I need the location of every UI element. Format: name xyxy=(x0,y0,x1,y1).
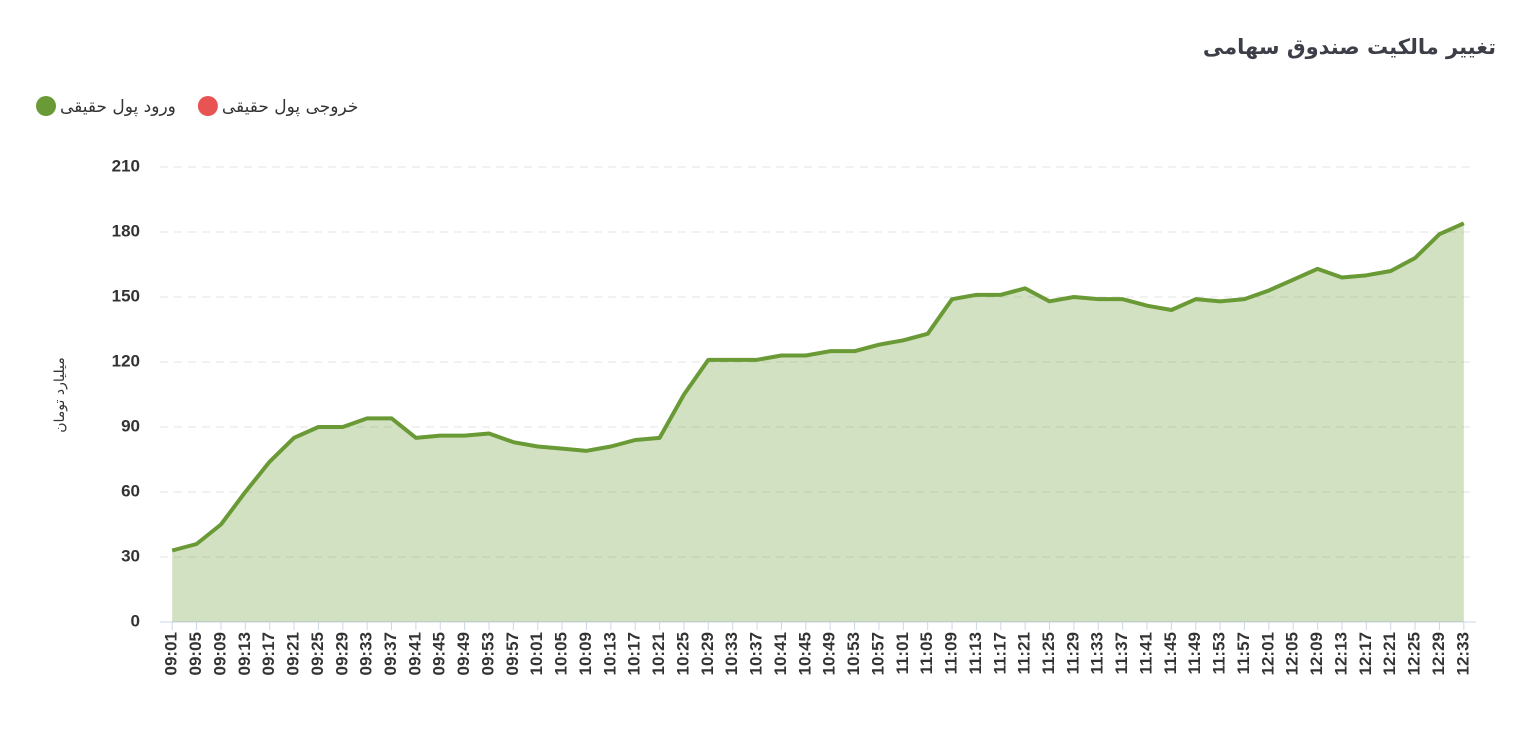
x-tick-label: 11:13 xyxy=(966,632,985,675)
x-tick-label: 09:45 xyxy=(430,632,449,675)
y-tick-label: 0 xyxy=(131,611,140,630)
x-tick-label: 11:17 xyxy=(990,632,1009,675)
y-tick-label: 180 xyxy=(112,221,140,240)
legend-marker xyxy=(36,96,56,116)
x-tick-label: 11:53 xyxy=(1210,632,1229,675)
x-tick-label: 09:49 xyxy=(454,632,473,675)
x-tick-label: 10:57 xyxy=(868,632,887,675)
x-tick-label: 09:33 xyxy=(357,632,376,675)
x-tick-label: 09:13 xyxy=(235,632,254,675)
x-tick-label: 12:25 xyxy=(1405,632,1424,675)
x-tick-label: 11:01 xyxy=(893,632,912,675)
area-fill xyxy=(172,223,1464,623)
x-tick-label: 10:41 xyxy=(771,632,790,675)
y-tick-label: 210 xyxy=(112,156,140,175)
x-tick-label: 11:21 xyxy=(1015,632,1034,675)
x-tick-label: 12:17 xyxy=(1356,632,1375,675)
x-tick-label: 12:09 xyxy=(1307,632,1326,675)
x-tick-label: 12:29 xyxy=(1429,632,1448,675)
x-tick-label: 10:37 xyxy=(747,632,766,675)
x-tick-label: 10:09 xyxy=(576,632,595,675)
x-tick-label: 11:41 xyxy=(1136,632,1155,675)
x-tick-label: 12:21 xyxy=(1380,632,1399,675)
x-tick-label: 10:29 xyxy=(698,632,717,675)
x-tick-label: 09:05 xyxy=(186,632,205,675)
x-tick-label: 11:05 xyxy=(917,632,936,675)
legend-marker xyxy=(197,96,218,116)
y-tick-label: 60 xyxy=(121,481,140,500)
x-tick-label: 09:25 xyxy=(308,632,327,675)
x-tick-label: 10:53 xyxy=(844,632,863,675)
x-tick-label: 09:01 xyxy=(162,632,181,675)
y-tick-label: 30 xyxy=(121,546,140,565)
x-tick-label: 09:17 xyxy=(259,632,278,675)
x-tick-label: 09:29 xyxy=(332,632,351,675)
x-tick-label: 11:33 xyxy=(1088,632,1107,675)
x-tick-label: 09:21 xyxy=(284,632,303,675)
x-tick-label: 10:49 xyxy=(820,632,839,675)
x-tick-label: 10:01 xyxy=(527,632,546,675)
x-tick-label: 09:09 xyxy=(210,632,229,675)
x-tick-label: 10:13 xyxy=(600,632,619,675)
x-tick-label: 09:57 xyxy=(503,632,522,675)
x-tick-label: 10:05 xyxy=(552,632,571,675)
x-tick-label: 11:25 xyxy=(1039,632,1058,675)
x-tick-label: 09:37 xyxy=(381,632,400,675)
x-tick-label: 11:29 xyxy=(1063,632,1082,675)
x-tick-label: 11:45 xyxy=(1161,632,1180,675)
x-tick-label: 09:41 xyxy=(405,632,424,675)
x-tick-label: 12:01 xyxy=(1258,632,1277,675)
y-tick-label: 90 xyxy=(121,416,140,435)
x-tick-label: 10:33 xyxy=(722,632,741,675)
x-tick-label: 11:37 xyxy=(1112,632,1131,675)
x-tick-label: 09:53 xyxy=(478,632,497,675)
y-axis-label: میلیارد تومان xyxy=(52,357,68,432)
x-tick-label: 10:21 xyxy=(649,632,668,675)
chart-title: تغییر مالکیت صندوق سهامی xyxy=(1203,35,1496,59)
x-tick-label: 10:17 xyxy=(625,632,644,675)
x-tick-label: 12:05 xyxy=(1283,632,1302,675)
x-tick-label: 12:13 xyxy=(1331,632,1350,675)
x-tick-label: 11:49 xyxy=(1185,632,1204,675)
legend-label: خروجی پول حقیقی xyxy=(222,97,358,117)
line xyxy=(171,221,1465,553)
legend-label: ورود پول حقیقی xyxy=(60,97,176,117)
y-tick-label: 150 xyxy=(112,286,140,305)
x-tick-label: 10:45 xyxy=(795,632,814,675)
x-tick-label: 10:25 xyxy=(673,632,692,675)
x-tick-label: 11:57 xyxy=(1234,632,1253,675)
y-tick-label: 120 xyxy=(112,351,140,370)
x-tick-label: 11:09 xyxy=(942,632,961,675)
x-tick-label: 12:33 xyxy=(1453,632,1472,675)
